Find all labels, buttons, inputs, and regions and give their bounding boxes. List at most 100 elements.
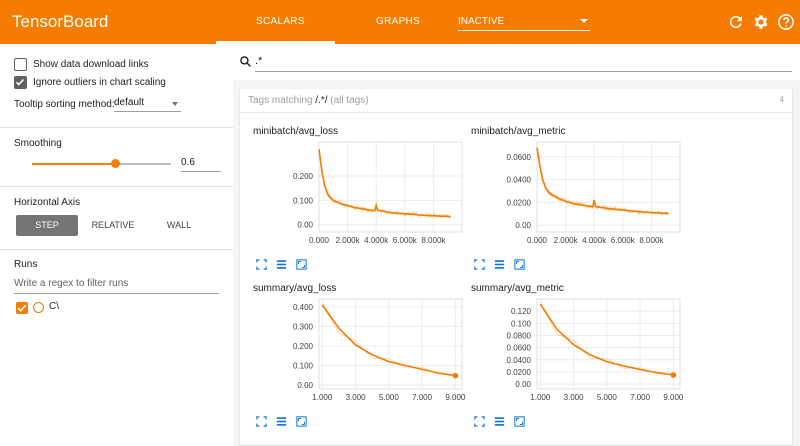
y-tick-label: 0.0200	[507, 198, 532, 207]
line-chart[interactable]: 0.000 2.000k 4.000k 6.000k 8.000k 0.00 0.100 0.…	[251, 140, 466, 265]
toggle-log-scale-icon[interactable]	[275, 259, 288, 270]
x-tick-label: 2.000k	[336, 236, 361, 245]
y-tick-label: 0.200	[293, 342, 314, 351]
y-tick-label: 0.00	[297, 221, 313, 230]
chart-card-summary-avg-metric: summary/avg_metric 1.000 3.000 5.000 7.000 9…	[469, 283, 684, 441]
y-tick-label: 0.00	[515, 221, 531, 230]
run-color-indicator[interactable]	[33, 302, 44, 313]
y-tick-label: 0.0200	[507, 368, 532, 377]
horizontal-axis-label: Horizontal Axis	[14, 197, 81, 208]
settings-icon[interactable]	[752, 13, 770, 31]
y-tick-label: 0.120	[511, 307, 532, 316]
expand-chart-icon[interactable]	[295, 259, 308, 270]
expand-chart-icon[interactable]	[513, 259, 526, 270]
y-tick-label: 0.0800	[507, 331, 532, 340]
chart-card-summary-avg-loss: summary/avg_loss 1.000 3.000 5.000 7.000 9.0…	[251, 283, 466, 441]
tab-scalars[interactable]: SCALARS	[256, 16, 305, 27]
smoothing-slider[interactable]	[32, 159, 171, 168]
sidebar: Show data download links Ignore outliers…	[0, 44, 233, 446]
x-tick-label: 1.000	[312, 393, 333, 402]
tag-count: 4	[779, 95, 784, 104]
toggle-log-scale-icon[interactable]	[275, 416, 288, 427]
toggle-log-scale-icon[interactable]	[493, 259, 506, 270]
run-checkbox[interactable]	[16, 302, 28, 314]
show-download-links-label: Show data download links	[33, 59, 149, 70]
search-icon	[240, 56, 251, 67]
show-download-links-checkbox[interactable]	[14, 58, 27, 71]
line-chart[interactable]: 1.000 3.000 5.000 7.000 9.000 0.00 0.100 0.200 0…	[251, 297, 466, 422]
line-chart[interactable]: 1.000 3.000 5.000 7.000 9.000 0.00 0.0200 0.040…	[469, 297, 684, 422]
chart-title: minibatch/avg_metric	[471, 126, 566, 137]
x-tick-label: 3.000	[346, 393, 367, 402]
x-tick-label: 3.000	[564, 393, 585, 402]
plot-area	[318, 298, 463, 390]
chart-title: minibatch/avg_loss	[253, 126, 339, 137]
tab-graphs[interactable]: GRAPHS	[376, 16, 421, 27]
inactive-plugins-dropdown[interactable]: INACTIVE	[458, 14, 590, 31]
x-tick-label: 9.000	[663, 393, 684, 402]
fit-domain-icon[interactable]	[255, 416, 268, 427]
y-tick-label: 0.0400	[507, 176, 532, 185]
runs-label: Runs	[14, 259, 38, 270]
fit-domain-icon[interactable]	[473, 416, 486, 427]
x-tick-label: 4.000k	[582, 236, 607, 245]
smoothing-label: Smoothing	[14, 138, 62, 149]
x-tick-label: 0.000	[527, 236, 548, 245]
tags-pattern: /.*/	[315, 95, 328, 106]
tag-group-header[interactable]: Tags matching /.*/ (all tags) 4	[240, 89, 792, 113]
main-panel: .* Tags matching /.*/ (all tags) 4 minib…	[233, 44, 800, 446]
y-tick-label: 0.00	[515, 380, 531, 389]
inactive-plugins-value: INACTIVE	[458, 16, 505, 27]
plot-area	[536, 141, 681, 233]
active-tab-indicator	[216, 41, 335, 44]
x-tick-label: 4.000k	[364, 236, 389, 245]
x-tick-label: 8.000k	[639, 236, 664, 245]
expand-chart-icon[interactable]	[513, 416, 526, 427]
y-tick-label: 0.0600	[507, 153, 532, 162]
axis-relative-button[interactable]: RELATIVE	[91, 220, 135, 230]
fit-domain-icon[interactable]	[473, 259, 486, 270]
chevron-down-icon	[580, 19, 588, 23]
y-tick-label: 0.0600	[507, 344, 532, 353]
tooltip-sorting-dropdown[interactable]: default	[114, 97, 181, 112]
y-tick-label: 0.100	[293, 362, 314, 371]
top-bar: TensorBoard SCALARS GRAPHS INACTIVE	[0, 0, 800, 44]
ignore-outliers-checkbox[interactable]	[14, 76, 27, 89]
fit-domain-icon[interactable]	[255, 259, 268, 270]
raw-series-line	[318, 149, 451, 220]
smoothing-slider-knob[interactable]	[111, 159, 121, 168]
x-tick-label: 5.000	[597, 393, 618, 402]
y-tick-label: 0.0400	[507, 356, 532, 365]
x-tick-label: 0.000	[309, 236, 330, 245]
app-title: TensorBoard	[12, 12, 109, 31]
tag-search-input[interactable]: .*	[255, 55, 263, 67]
axis-wall-button[interactable]: WALL	[166, 220, 192, 230]
line-chart[interactable]: 0.000 2.000k 4.000k 6.000k 8.000k 0.00 0.0200 0…	[469, 140, 684, 265]
x-tick-label: 1.000	[530, 393, 551, 402]
axis-step-button[interactable]: STEP	[16, 215, 78, 236]
divider	[0, 186, 233, 187]
smoothing-value-input[interactable]: 0.6	[181, 157, 221, 172]
expand-chart-icon[interactable]	[295, 416, 308, 427]
y-tick-label: 0.400	[293, 303, 314, 312]
search-underline	[255, 71, 792, 72]
data-point	[452, 372, 459, 379]
divider	[0, 249, 233, 250]
chart-card-minibatch-avg-loss: minibatch/avg_loss 0.000 2.000k 4.000k 6.00…	[251, 126, 466, 284]
ignore-outliers-label: Ignore outliers in chart scaling	[33, 77, 166, 88]
x-tick-label: 7.000	[412, 393, 433, 402]
toggle-log-scale-icon[interactable]	[493, 416, 506, 427]
runs-filter-input[interactable]: Write a regex to filter runs	[14, 278, 219, 294]
raw-series-line	[536, 149, 669, 217]
chevron-down-icon	[172, 102, 178, 106]
tags-suffix: (all tags)	[327, 95, 369, 106]
help-icon[interactable]	[777, 13, 795, 31]
plot-area	[318, 141, 463, 233]
tag-group-card: Tags matching /.*/ (all tags) 4 minibatc…	[240, 89, 792, 445]
series-line	[536, 147, 669, 215]
chart-title: summary/avg_loss	[253, 283, 337, 294]
x-tick-label: 5.000	[379, 393, 400, 402]
x-tick-label: 6.000k	[393, 236, 418, 245]
chart-card-minibatch-avg-metric: minibatch/avg_metric 0.000 2.000k 4.000k 6.…	[469, 126, 684, 284]
refresh-icon[interactable]	[727, 13, 745, 31]
